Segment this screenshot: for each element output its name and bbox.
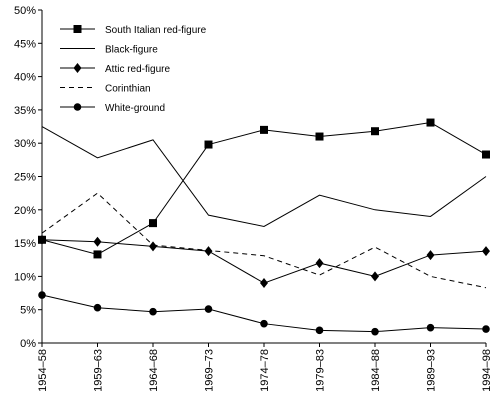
series-line: [41, 126, 487, 227]
data-point-circle: [93, 303, 102, 312]
y-tick-label: 15%: [14, 238, 36, 250]
x-tick-label: 1954–58: [37, 349, 49, 392]
y-tick-label: 40%: [14, 72, 36, 84]
data-point-circle: [260, 319, 268, 328]
x-tick-label: 1964–68: [148, 349, 160, 392]
data-point-diamond: [73, 63, 82, 73]
y-tick-label: 50%: [14, 5, 36, 17]
data-point-circle: [426, 323, 435, 332]
series-black-figure: [41, 126, 487, 227]
x-tick-label: 1979–83: [315, 349, 327, 392]
data-point-square: [93, 250, 102, 259]
series-layer: [38, 118, 490, 336]
data-point-diamond: [149, 241, 157, 252]
y-tick-label: 25%: [14, 172, 36, 184]
legend-label: Black-figure: [105, 45, 158, 56]
series-corinthian: [41, 192, 487, 289]
data-point-square: [315, 132, 324, 141]
data-point-circle: [482, 325, 490, 333]
legend-item: White-ground: [60, 103, 165, 114]
data-point-diamond: [38, 234, 46, 245]
data-point-square: [260, 125, 268, 134]
legend-item: Attic red-figure: [60, 63, 170, 75]
data-point-square: [371, 127, 379, 136]
y-tick-label: 20%: [14, 205, 36, 217]
axes: 0% 5% 10% 15% 20% 25% 30% 35% 40% 45% 50% 1954–58 19…: [14, 5, 493, 392]
data-point-circle: [149, 307, 157, 316]
data-point-square: [482, 150, 490, 159]
legend-item: Corinthian: [60, 84, 151, 95]
data-point-diamond: [426, 250, 435, 261]
data-point-circle: [315, 326, 324, 335]
y-tick-label: 45%: [14, 38, 36, 50]
x-tick-label: 1994–98: [481, 349, 493, 392]
y-tick-label: 5%: [20, 305, 36, 317]
data-point-square: [73, 25, 82, 33]
legend-item: Black-figure: [60, 45, 158, 56]
data-point-square: [204, 140, 213, 149]
x-tick-label: 1989–93: [426, 349, 438, 392]
series-line: [41, 192, 487, 289]
data-point-circle: [204, 305, 213, 313]
x-tick-label: 1984–88: [370, 349, 382, 392]
data-point-circle: [38, 291, 46, 299]
y-tick-label: 10%: [14, 271, 36, 283]
data-point-diamond: [93, 236, 102, 247]
x-tick-label: 1959–63: [93, 349, 105, 392]
data-point-circle: [73, 103, 82, 111]
series-line: [41, 122, 487, 255]
legend-label: South Italian red-figure: [105, 25, 207, 36]
legend-label: White-ground: [105, 103, 165, 114]
y-tick-label: 30%: [14, 138, 36, 150]
series-attic-red-figure: [38, 234, 490, 289]
legend: South Italian red-figure Black-figure Atti…: [60, 25, 207, 114]
data-point-square: [426, 118, 435, 127]
series-white-ground: [38, 291, 490, 336]
data-point-diamond: [315, 258, 324, 269]
legend-label: Corinthian: [105, 84, 151, 95]
x-tick-label: 1969–73: [204, 349, 216, 392]
series-line: [41, 239, 487, 284]
legend-label: Attic red-figure: [105, 64, 170, 75]
data-point-diamond: [371, 271, 379, 282]
data-point-diamond: [482, 246, 490, 257]
data-point-diamond: [260, 278, 268, 289]
data-point-circle: [371, 327, 379, 336]
x-tick-label: 1974–78: [259, 349, 271, 392]
data-point-diamond: [204, 246, 213, 257]
y-tick-label: 0%: [20, 338, 36, 350]
data-point-square: [149, 219, 157, 228]
series-south-italian-red-figure: [38, 118, 490, 259]
legend-item: South Italian red-figure: [60, 25, 207, 36]
y-tick-label: 35%: [14, 105, 36, 117]
